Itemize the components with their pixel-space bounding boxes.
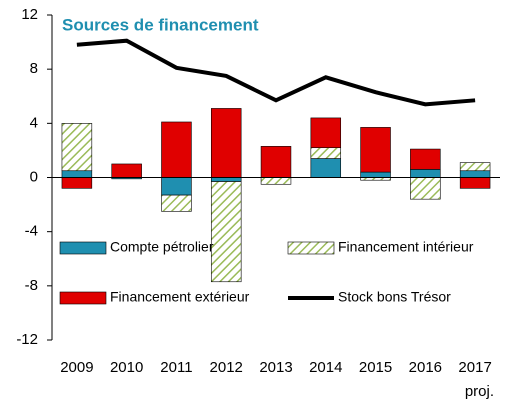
bar xyxy=(260,177,292,185)
chart-title: Sources de financement xyxy=(62,15,259,34)
bar xyxy=(310,158,342,178)
y-tick-label: 0 xyxy=(30,168,38,185)
bar xyxy=(161,121,192,178)
bar xyxy=(310,147,342,159)
y-tick-label: 4 xyxy=(30,114,38,131)
bar xyxy=(111,163,142,178)
bar xyxy=(61,170,93,178)
y-tick-label: 8 xyxy=(30,60,38,77)
bar xyxy=(210,108,242,178)
line xyxy=(76,38,476,107)
bar xyxy=(410,169,441,178)
x-tick-label: 2016 xyxy=(409,359,442,376)
x-tick-label: 2013 xyxy=(259,359,292,376)
bar xyxy=(161,177,192,196)
legend-label: Stock bons Trésor xyxy=(338,289,451,305)
bar xyxy=(459,177,491,189)
bar xyxy=(260,146,292,178)
x-tick-label: 2017 xyxy=(458,359,491,376)
bar xyxy=(310,117,342,149)
bar xyxy=(459,170,491,178)
y-tick-label: -8 xyxy=(25,277,38,294)
x-tick-label: 2009 xyxy=(60,359,93,376)
bar xyxy=(459,162,491,172)
y-tick-label: 12 xyxy=(21,6,38,23)
bar xyxy=(61,177,93,189)
bar xyxy=(61,123,93,172)
x-tick-label: 2010 xyxy=(110,359,143,376)
bar xyxy=(161,194,192,212)
bar xyxy=(360,171,391,178)
legend-label: Compte pétrolier xyxy=(110,239,214,255)
y-tick-label: -12 xyxy=(16,331,38,348)
x-tick-label: 2011 xyxy=(160,359,192,376)
bar xyxy=(410,148,441,170)
bar xyxy=(210,181,242,283)
legend-swatch xyxy=(59,241,107,255)
bar xyxy=(410,177,441,200)
annotation: proj. xyxy=(465,383,494,400)
bar xyxy=(210,177,242,182)
legend-swatch xyxy=(59,291,107,305)
legend-swatch xyxy=(287,241,335,255)
x-tick-label: 2015 xyxy=(359,359,392,376)
x-tick-label: 2014 xyxy=(309,359,342,376)
legend-label: Financement extérieur xyxy=(110,289,250,305)
y-tick-label: -4 xyxy=(25,223,38,240)
bar xyxy=(360,127,391,173)
x-tick-label: 2012 xyxy=(210,359,243,376)
legend-label: Financement intérieur xyxy=(338,239,474,255)
